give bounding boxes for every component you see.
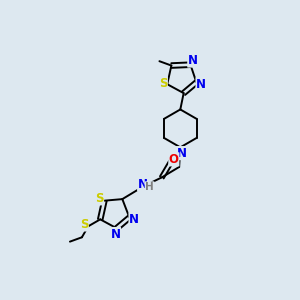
Text: N: N [176,147,187,160]
Text: N: N [138,178,148,191]
Text: H: H [145,182,154,192]
Text: N: N [196,78,206,91]
Text: S: S [95,192,103,205]
Text: N: N [188,54,198,67]
Text: S: S [80,218,88,231]
Text: N: N [110,227,121,241]
Text: S: S [159,76,167,90]
Text: N: N [129,213,139,226]
Text: O: O [169,153,179,166]
